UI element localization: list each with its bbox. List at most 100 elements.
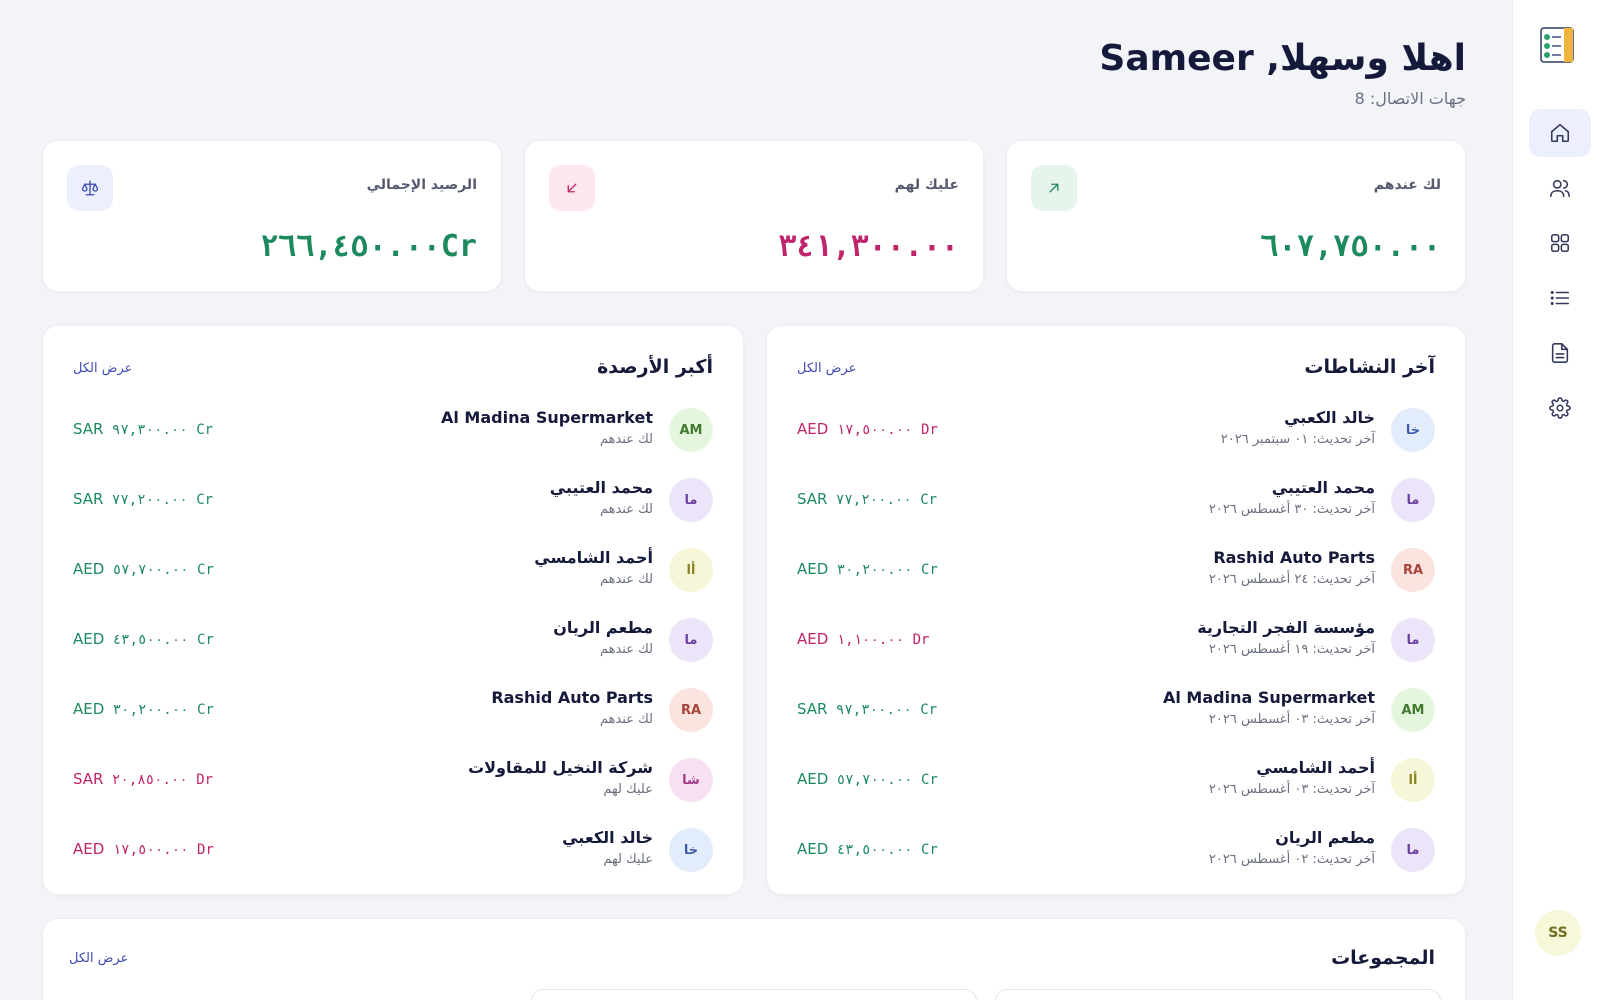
contact-subtitle: عليك لهم: [603, 852, 653, 867]
amount-type: Cr: [196, 492, 214, 508]
currency-code: SAR: [73, 770, 104, 788]
amount: SAR ٢٠,٨٥٠.٠٠ Dr: [73, 770, 213, 788]
contact-name: أحمد الشامسي: [1256, 758, 1375, 777]
currency-code: AED: [797, 630, 829, 648]
group-card[interactable]: [995, 989, 1441, 1000]
scale-icon: [67, 165, 113, 211]
view-all-groups-link[interactable]: عرض الكل: [69, 951, 129, 966]
amount: AED ١٧,٥٠٠.٠٠ Dr: [73, 840, 214, 858]
avatar: ما: [1391, 828, 1435, 872]
nav-groups[interactable]: [1529, 219, 1591, 267]
contact-name: أحمد الشامسي: [534, 548, 653, 567]
currency-code: AED: [797, 420, 829, 438]
contact-name: شركة النخيل للمقاولات: [468, 758, 653, 777]
contact-name: مطعم الريان: [553, 618, 653, 637]
list-item[interactable]: ما مطعم الريان لك عندهم AED ٤٣,٥٠٠.٠٠ Cr: [73, 616, 713, 666]
amount: SAR ٩٧,٣٠٠.٠٠ Cr: [797, 700, 937, 718]
contact-subtitle: عليك لهم: [603, 782, 653, 797]
list-icon: [1550, 290, 1570, 306]
contact-name: Al Madina Supermarket: [1162, 688, 1375, 707]
amount-value: ٤٣,٥٠٠.٠٠: [112, 632, 189, 648]
amount-type: Cr: [921, 772, 938, 788]
currency-code: AED: [73, 630, 105, 648]
contact-subtitle: آخر تحديث: ٠٣ أغسطس ٢٠٢٦: [1208, 782, 1375, 797]
nav-contacts[interactable]: [1529, 164, 1591, 212]
amount: AED ٥٧,٧٠٠.٠٠ Cr: [73, 560, 214, 578]
list-item[interactable]: AM Al Madina Supermarket آخر تحديث: ٠٣ أغس…: [797, 686, 1435, 736]
panel-title: المجموعات: [1331, 947, 1435, 969]
amount: AED ٣٠,٢٠٠.٠٠ Cr: [797, 560, 938, 578]
contact-subtitle: لك عندهم: [599, 502, 653, 517]
currency-code: SAR: [797, 700, 828, 718]
nav-settings[interactable]: [1529, 384, 1591, 432]
view-all-activity-link[interactable]: عرض الكل: [797, 361, 857, 376]
amount-type: Dr: [912, 632, 930, 648]
contact-name: خالد الكعبي: [562, 828, 653, 847]
currency-code: AED: [73, 560, 105, 578]
home-icon: [1550, 123, 1570, 143]
contact-name: Al Madina Supermarket: [440, 408, 653, 427]
avatar: RA: [669, 688, 713, 732]
avatar: أا: [1391, 758, 1435, 802]
sidebar: SS: [1512, 0, 1600, 1000]
currency-code: AED: [73, 840, 105, 858]
document-icon: [1551, 343, 1569, 363]
contact-name: مؤسسة الفجر التجارية: [1197, 618, 1375, 637]
contact-subtitle: لك عندهم: [599, 572, 653, 587]
contact-subtitle: آخر تحديث: ٠١ سبتمبر ٢٠٢٦: [1220, 432, 1375, 447]
contact-subtitle: آخر تحديث: ٠٣ أغسطس ٢٠٢٦: [1208, 712, 1375, 727]
list-item[interactable]: خا خالد الكعبي آخر تحديث: ٠١ سبتمبر ٢٠٢٦ AE…: [797, 406, 1435, 456]
nav-home[interactable]: [1529, 109, 1591, 157]
list-item[interactable]: شا شركة النخيل للمقاولات عليك لهم SAR ٢٠,٨٥…: [73, 756, 713, 806]
stat-label: لك عندهم: [1373, 177, 1441, 193]
contact-name: محمد العتيبي: [1271, 478, 1375, 497]
amount-value: ١٧,٥٠٠.٠٠: [836, 422, 913, 438]
list-item[interactable]: RA Rashid Auto Parts آخر تحديث: ٢٤ أغسطس ٢…: [797, 546, 1435, 596]
user-avatar[interactable]: SS: [1535, 910, 1581, 956]
amount-value: ١٧,٥٠٠.٠٠: [112, 842, 189, 858]
amount: AED ٤٣,٥٠٠.٠٠ Cr: [797, 840, 938, 858]
nav-reports[interactable]: [1529, 329, 1591, 377]
amount-type: Cr: [197, 562, 214, 578]
grid-icon: [1550, 233, 1570, 253]
stat-value: ٣٤١,٣٠٠.٠٠: [778, 229, 959, 264]
stat-card-receivable: لك عندهم ٦٠٧,٧٥٠.٠٠: [1006, 140, 1466, 292]
list-item[interactable]: ما محمد العتيبي آخر تحديث: ٣٠ أغسطس ٢٠٢٦ SA…: [797, 476, 1435, 526]
group-card[interactable]: [531, 989, 977, 1000]
contact-name: خالد الكعبي: [1284, 408, 1375, 427]
amount-value: ٩٧,٣٠٠.٠٠: [835, 702, 912, 718]
app-logo-icon[interactable]: [1539, 27, 1574, 63]
contact-subtitle: آخر تحديث: ٢٤ أغسطس ٢٠٢٦: [1208, 572, 1375, 587]
top-balances-panel: أكبر الأرصدة عرض الكل AM Al Madina Superm…: [42, 325, 744, 895]
groups-panel: المجموعات عرض الكل: [42, 918, 1466, 1000]
nav-transactions[interactable]: [1529, 274, 1591, 322]
contacts-count: جهات الاتصال: 8: [1354, 89, 1466, 108]
list-item[interactable]: أا أحمد الشامسي آخر تحديث: ٠٣ أغسطس ٢٠٢٦ AE…: [797, 756, 1435, 806]
contact-subtitle: لك عندهم: [599, 432, 653, 447]
panel-title: أكبر الأرصدة: [597, 356, 713, 378]
panel-title: آخر النشاطات: [1304, 356, 1435, 378]
list-item[interactable]: خا خالد الكعبي عليك لهم AED ١٧,٥٠٠.٠٠ Dr: [73, 826, 713, 876]
list-item[interactable]: أا أحمد الشامسي لك عندهم AED ٥٧,٧٠٠.٠٠ Cr: [73, 546, 713, 596]
amount-value: ٧٧,٢٠٠.٠٠: [111, 492, 188, 508]
list-item[interactable]: ما مطعم الريان آخر تحديث: ٠٢ أغسطس ٢٠٢٦ AED…: [797, 826, 1435, 876]
avatar: خا: [669, 828, 713, 872]
list-item[interactable]: ما مؤسسة الفجر التجارية آخر تحديث: ١٩ أغسط…: [797, 616, 1435, 666]
amount: SAR ٧٧,٢٠٠.٠٠ Cr: [797, 490, 937, 508]
list-item[interactable]: AM Al Madina Supermarket لك عندهم SAR ٩٧,٣٠…: [73, 406, 713, 456]
list-item[interactable]: RA Rashid Auto Parts لك عندهم AED ٣٠,٢٠٠.٠٠…: [73, 686, 713, 736]
stat-value: ٢٦٦,٤٥٠.٠٠Cr: [260, 229, 477, 264]
contact-name: مطعم الريان: [1275, 828, 1375, 847]
currency-code: AED: [73, 700, 105, 718]
contact-subtitle: لك عندهم: [599, 642, 653, 657]
arrow-down-left-icon: [549, 165, 595, 211]
list-item[interactable]: ما محمد العتيبي لك عندهم SAR ٧٧,٢٠٠.٠٠ Cr: [73, 476, 713, 526]
avatar: أا: [669, 548, 713, 592]
users-icon: [1550, 179, 1570, 198]
contact-subtitle: لك عندهم: [599, 712, 653, 727]
amount: AED ٣٠,٢٠٠.٠٠ Cr: [73, 700, 214, 718]
view-all-balances-link[interactable]: عرض الكل: [73, 361, 133, 376]
amount-value: ٥٧,٧٠٠.٠٠: [112, 562, 189, 578]
contact-subtitle: آخر تحديث: ٠٢ أغسطس ٢٠٢٦: [1208, 852, 1375, 867]
currency-code: SAR: [73, 420, 104, 438]
